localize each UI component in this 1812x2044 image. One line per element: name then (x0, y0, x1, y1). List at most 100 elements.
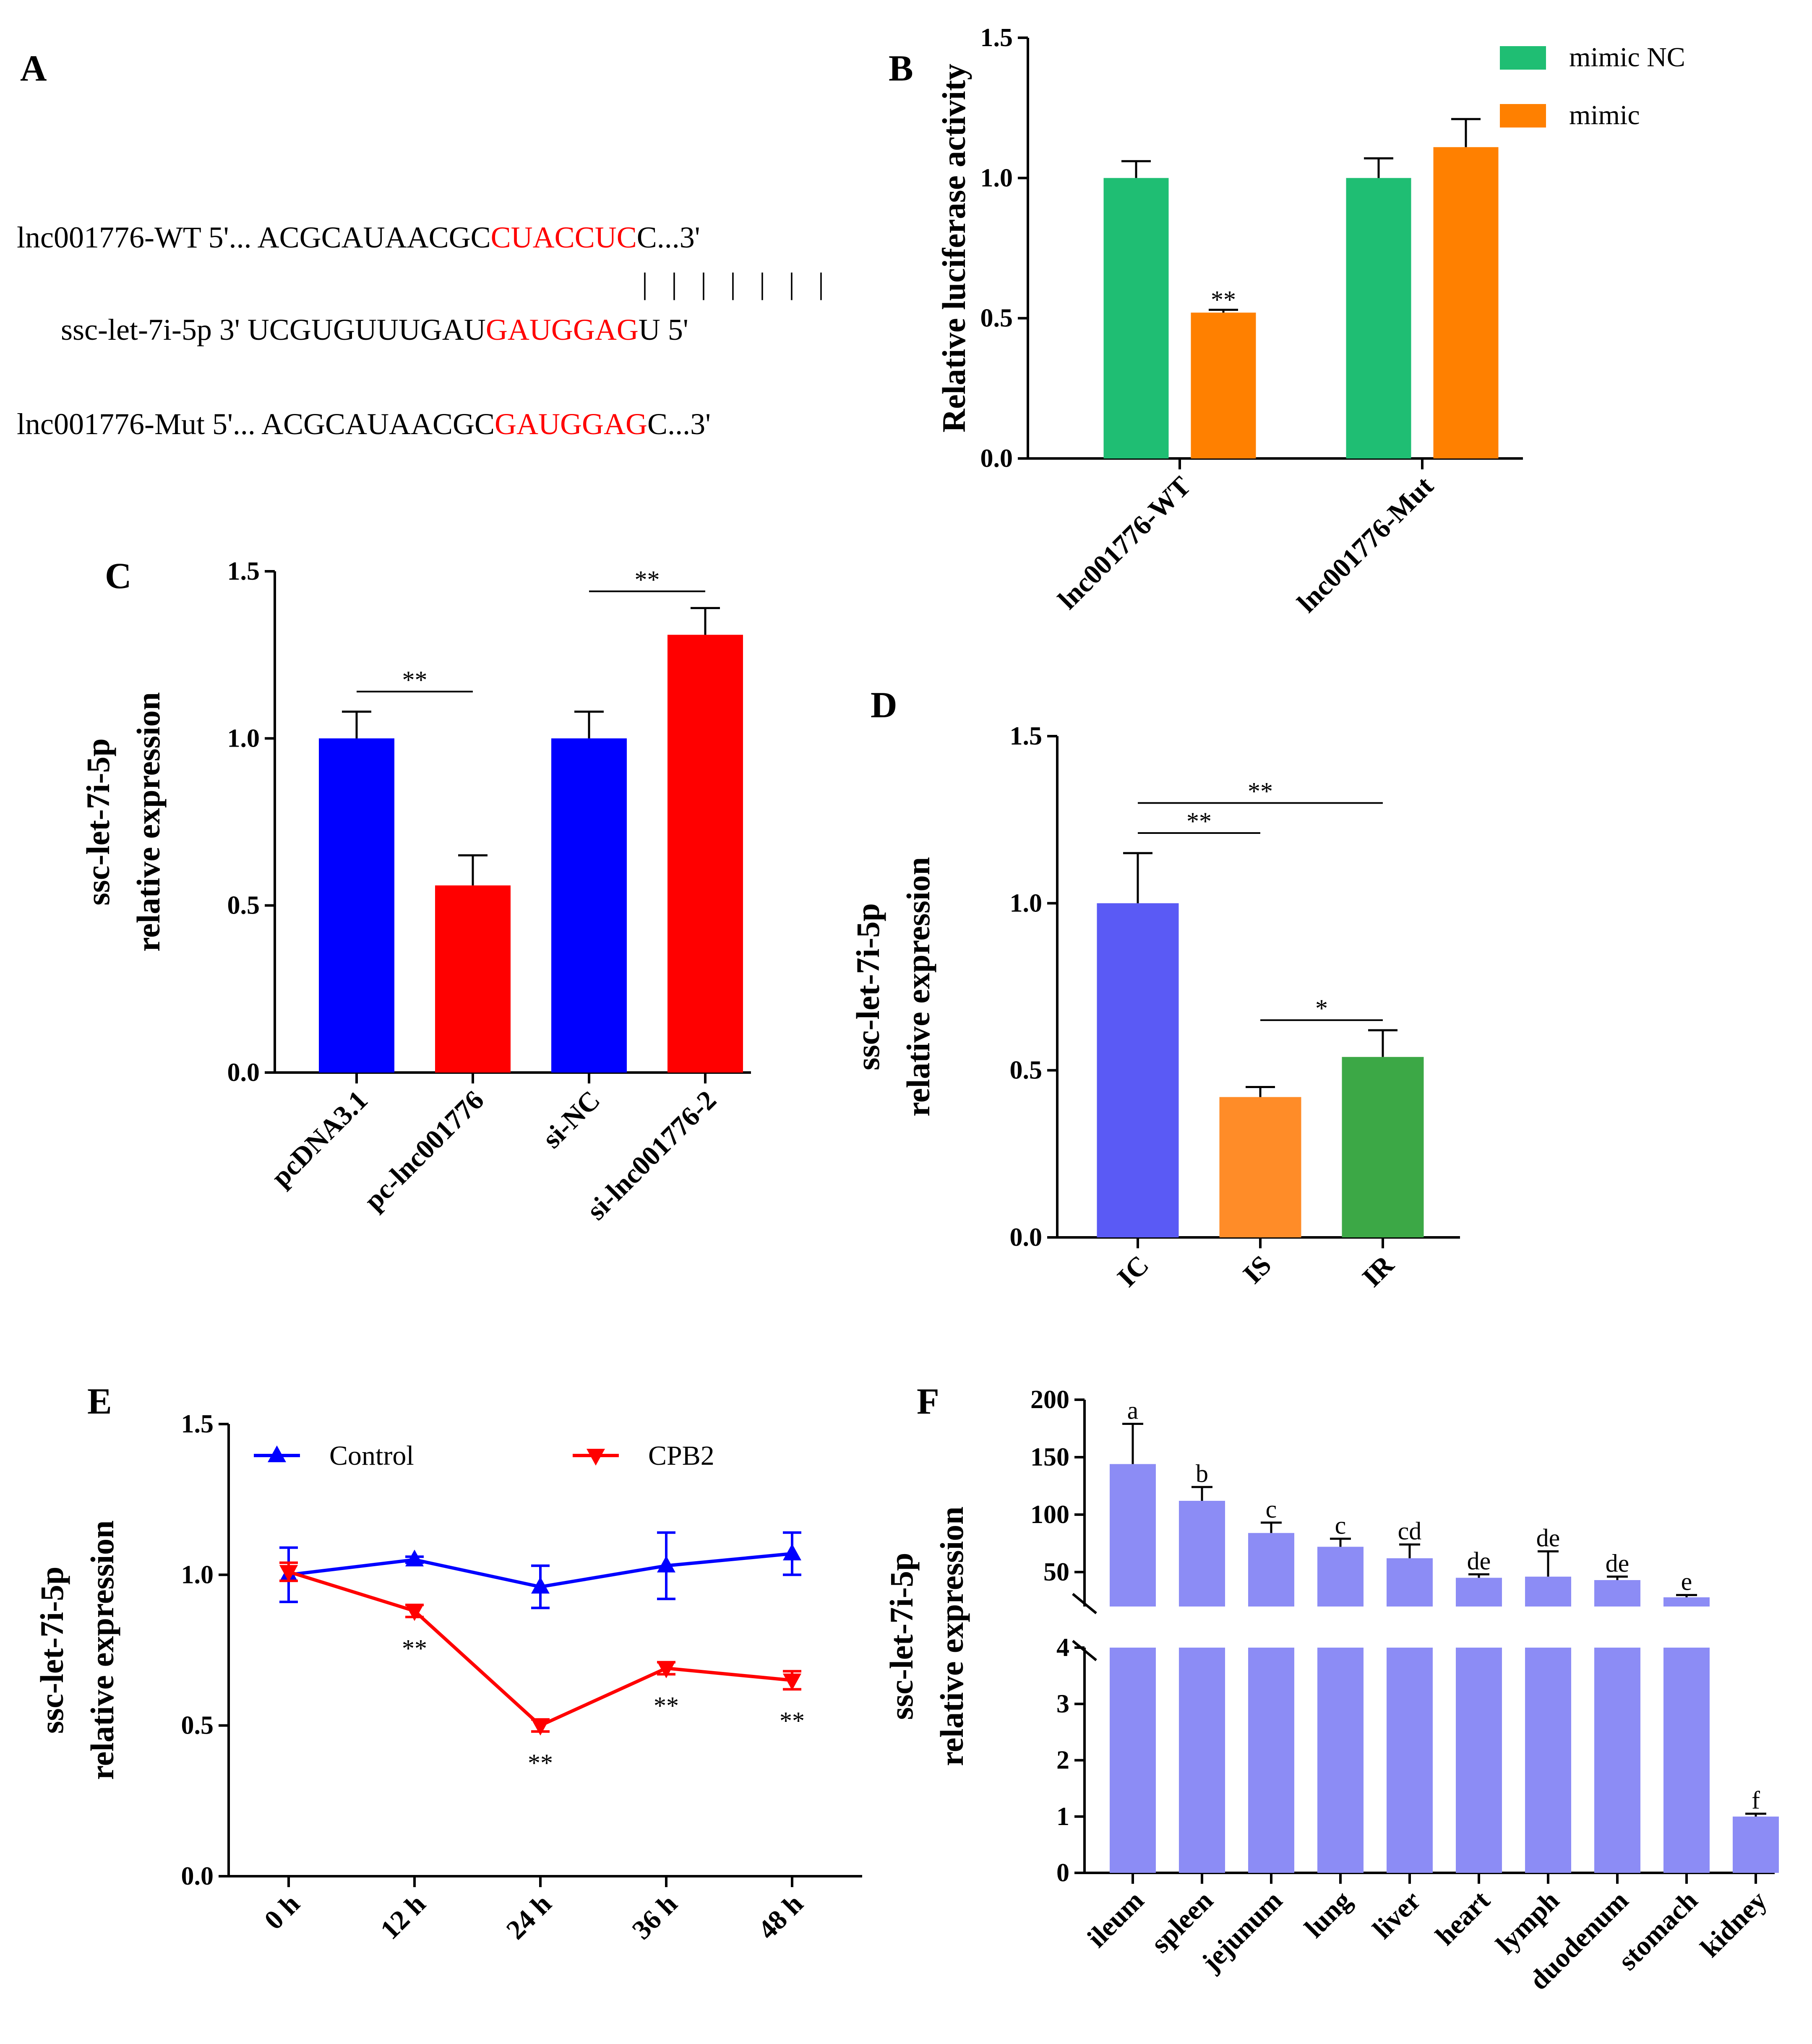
panel-f-group-letter: cd (1398, 1517, 1422, 1545)
panel-f-y-tick-label: 1 (1056, 1802, 1069, 1831)
panel-f-group-letter: a (1127, 1397, 1139, 1424)
panel-f-group-letter: b (1196, 1460, 1208, 1487)
pairing-mark: | (642, 267, 648, 300)
panel-e-significance: ** (528, 1749, 553, 1777)
panel-f-x-label: kidney (1695, 1885, 1773, 1963)
panel-d-x-label: IR (1356, 1249, 1400, 1293)
panel-f-bar-lower (1733, 1816, 1779, 1873)
panel-f-bar-upper (1317, 1547, 1364, 1607)
sequence-text: ACGCAUAACGC (258, 221, 491, 254)
panel-c-y-title: ssc-let-7i-5p (80, 738, 116, 906)
panel-f-bar-upper (1456, 1578, 1502, 1607)
panel-d-x-label: IS (1237, 1250, 1278, 1290)
panel-f-bar-lower (1179, 1648, 1225, 1873)
panel-b-label: B (889, 48, 913, 89)
pairing-mark: | (701, 267, 707, 300)
panel-f-group-letter: e (1681, 1568, 1692, 1596)
seed-match-text: CUACCUC (491, 221, 637, 254)
panel-b-luciferase-chart: 0.0 0.5 1.0 1.5 Relative luciferase activity… (936, 23, 1685, 618)
panel-f-bar-lower (1248, 1648, 1294, 1873)
panel-d-significance: * (1315, 995, 1328, 1022)
panel-e-time-course-chart: 0.0 0.5 1.0 1.5 ssc-let-7i-5p relative expres… (34, 1410, 862, 1945)
panel-f-y-title: ssc-let-7i-5p (883, 1553, 920, 1720)
panel-f-bar-lower (1110, 1648, 1156, 1873)
panel-d-y-tick-label: 1.5 (1010, 722, 1043, 750)
panel-e-significance: ** (654, 1692, 679, 1719)
panel-c-bar (319, 738, 394, 1073)
panel-f-bar-lower (1317, 1648, 1364, 1873)
panel-f-y-tick-label: 0 (1056, 1859, 1069, 1887)
panel-f-group-letter: de (1536, 1524, 1560, 1552)
panel-d-y-title: ssc-let-7i-5p (850, 903, 886, 1070)
panel-d-expression-chart: 0.0 0.5 1.0 1.5 ssc-let-7i-5p relative expres… (850, 722, 1460, 1293)
panel-e-label: E (87, 1381, 112, 1422)
panel-f-x-label: heart (1430, 1885, 1496, 1951)
sequence-text: ...3' (657, 221, 700, 254)
panel-e-x-label: 12 h (375, 1888, 432, 1945)
panel-f-group-letter: f (1752, 1786, 1760, 1814)
panel-d-bar (1219, 1097, 1301, 1237)
panel-b-bar (1346, 178, 1411, 458)
panel-e-data-point (279, 1565, 298, 1582)
panel-e-y-title: ssc-let-7i-5p (34, 1567, 70, 1734)
panel-c-y-title: relative expression (130, 692, 167, 952)
panel-f-bar-lower (1525, 1648, 1571, 1873)
panel-c-x-label: pc-lnc001776 (358, 1085, 490, 1216)
sequence-text: C (647, 407, 667, 441)
panel-f-bar-lower (1456, 1648, 1502, 1873)
panel-b-bar (1103, 178, 1169, 458)
panel-d-y-tick-label: 0.0 (1010, 1223, 1043, 1252)
panel-f-group-letter: c (1335, 1511, 1346, 1539)
panel-e-significance: ** (402, 1635, 427, 1662)
panel-e-y-tick-label: 1.0 (181, 1560, 214, 1589)
panel-b-legend-label: mimic NC (1569, 42, 1685, 73)
panel-e-y-title: relative expression (84, 1521, 120, 1780)
panel-b-significance: ** (1211, 286, 1236, 314)
panel-f-bar-upper (1110, 1464, 1156, 1607)
panel-e-y-tick-label: 0.5 (181, 1711, 214, 1740)
panel-a-label: A (20, 48, 47, 89)
panel-f-y-tick-label: 50 (1043, 1558, 1069, 1586)
panel-b-legend-swatch (1500, 104, 1546, 128)
panel-f-bar-upper (1387, 1558, 1433, 1607)
panel-e-legend-label: CPB2 (648, 1440, 714, 1471)
panel-f-y-tick-label: 200 (1030, 1385, 1069, 1414)
panel-e-data-point (531, 1577, 550, 1594)
panel-f-bar-upper (1594, 1580, 1640, 1607)
panel-e-data-point (783, 1544, 801, 1561)
panel-e-data-point (405, 1549, 424, 1567)
panel-e-significance: ** (780, 1707, 805, 1734)
panel-f-bar-upper (1663, 1597, 1710, 1607)
panel-e-data-point (531, 1719, 550, 1736)
panel-c-bar (667, 635, 743, 1073)
seed-match-text: GAUGGAG (495, 407, 647, 441)
panel-e-y-tick-label: 1.5 (181, 1410, 214, 1438)
panel-d-label: D (871, 685, 897, 726)
panel-f-y-tick-label: 100 (1030, 1500, 1069, 1529)
panel-f-bar-upper (1248, 1533, 1294, 1607)
panel-b-y-tick-label: 1.0 (980, 164, 1013, 192)
pairing-mark: | (671, 267, 677, 300)
panel-b-x-label: lnc001776-Mut (1291, 471, 1439, 618)
sequence-row: ssc-let-7i-5p 3' UCGUGUUUGAUGAUGGAGU 5' (61, 313, 688, 346)
sequence-text: C (637, 221, 657, 254)
panel-f-group-letter: de (1606, 1549, 1629, 1577)
panel-d-significance: ** (1186, 807, 1212, 835)
pairing-mark: | (730, 267, 736, 300)
panel-e-y-tick-label: 0.0 (181, 1862, 214, 1890)
panel-c-y-tick-label: 0.5 (227, 891, 260, 920)
sequence-text: ACGCAUAACGC (261, 407, 495, 441)
panel-c-y-tick-label: 0.0 (227, 1058, 260, 1087)
panel-e-data-point (657, 1555, 675, 1573)
panel-b-y-tick-label: 0.5 (980, 304, 1013, 333)
panel-c-label: C (105, 556, 132, 596)
panel-b-legend-label: mimic (1569, 100, 1640, 130)
panel-f-bar-lower (1663, 1648, 1710, 1873)
panel-d-y-tick-label: 0.5 (1010, 1056, 1043, 1085)
panel-d-x-label: IC (1111, 1250, 1155, 1293)
panel-d-bar (1097, 903, 1179, 1237)
sequence-text: UCGUGUUUGAU (248, 313, 486, 346)
panel-d-y-tick-label: 1.0 (1010, 889, 1043, 917)
sequence-text: lnc001776-WT 5'... (17, 221, 258, 254)
panel-f-y-tick-label: 3 (1056, 1690, 1069, 1718)
